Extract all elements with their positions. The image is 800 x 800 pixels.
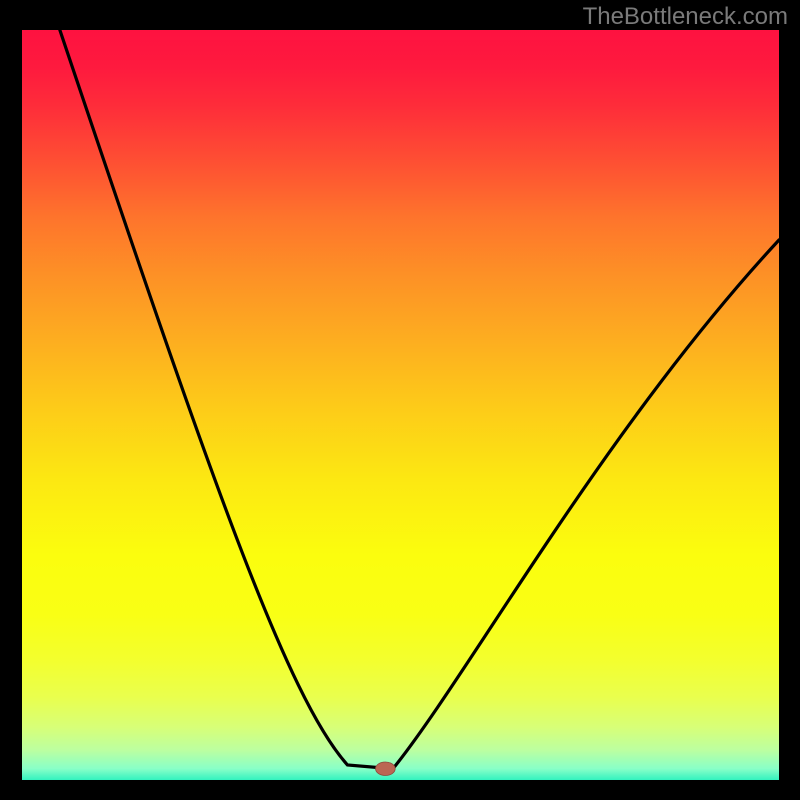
gradient-background <box>22 30 779 780</box>
chart-svg <box>22 30 779 780</box>
plot-area <box>22 30 779 780</box>
watermark-text: TheBottleneck.com <box>583 3 788 31</box>
chart-frame: TheBottleneck.com <box>0 0 800 800</box>
min-marker <box>376 762 396 776</box>
